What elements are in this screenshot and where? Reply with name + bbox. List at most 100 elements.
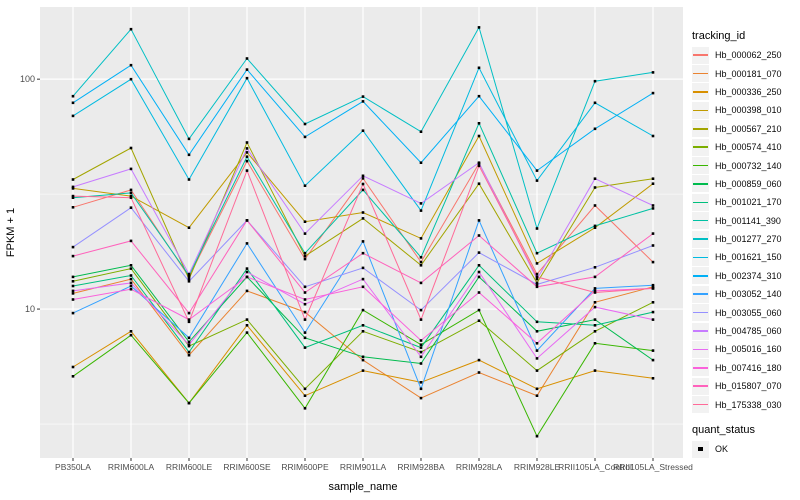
legend-key-line	[693, 385, 708, 387]
data-point	[593, 226, 597, 229]
x-tick-label: RRIM600LA	[108, 462, 155, 472]
data-point	[535, 277, 539, 281]
data-point	[303, 331, 307, 334]
legend-key-line	[693, 275, 708, 277]
data-point	[361, 188, 365, 192]
data-point	[535, 262, 539, 265]
legend-key-line	[693, 127, 708, 130]
data-point	[303, 336, 307, 340]
x-tick-label: RRIM928BA	[397, 462, 445, 472]
data-point	[593, 224, 597, 228]
legend-title-tracking-id: tracking_id	[692, 30, 746, 42]
x-tick-label: RRIM928LE	[514, 462, 561, 472]
legend-title-quant-status: quant_status	[692, 423, 755, 436]
data-point	[303, 394, 307, 397]
data-point	[361, 174, 365, 178]
data-point	[535, 357, 539, 360]
data-point	[303, 302, 307, 306]
data-point	[593, 291, 597, 294]
legend-key-swatch	[692, 83, 709, 101]
data-point	[477, 134, 481, 138]
data-point	[129, 206, 133, 209]
data-point	[129, 274, 133, 277]
data-point	[419, 355, 423, 359]
legend-key-line	[693, 109, 708, 112]
data-point	[419, 237, 423, 240]
legend-key-line	[693, 311, 708, 314]
legend-item-Hb_000336_250: Hb_000336_250	[692, 83, 798, 101]
data-point	[71, 185, 75, 189]
data-point	[245, 159, 249, 163]
legend-item-Hb_001141_390: Hb_001141_390	[692, 212, 798, 230]
legend-item-Hb_005016_160: Hb_005016_160	[692, 340, 798, 358]
legend-key-swatch	[692, 157, 709, 175]
legend-item-label: Hb_000062_250	[715, 50, 782, 61]
legend-key-line	[693, 348, 708, 351]
x-tick-label: RRIM600PE	[281, 462, 329, 472]
data-point	[303, 298, 307, 301]
data-point	[129, 194, 133, 198]
data-point	[651, 283, 655, 287]
x-tick-label: RRIM600SE	[223, 462, 271, 472]
data-point	[535, 434, 539, 438]
data-point	[651, 232, 655, 235]
legend: tracking_id Hb_000062_250 Hb_000181_070 Hb…	[692, 30, 798, 458]
legend-item-label: Hb_002374_310	[715, 270, 782, 281]
data-point	[245, 155, 249, 158]
data-point	[71, 375, 75, 378]
data-point	[535, 285, 539, 289]
data-point	[419, 362, 423, 365]
legend-item-Hb_000181_070: Hb_000181_070	[692, 64, 798, 83]
data-point	[129, 281, 133, 285]
data-point	[129, 333, 133, 337]
legend-key-swatch	[692, 285, 709, 303]
data-point	[419, 256, 423, 259]
data-point	[651, 260, 655, 264]
data-point	[651, 91, 655, 95]
data-point	[535, 394, 539, 397]
data-point	[593, 79, 597, 83]
legend-key-line	[693, 146, 708, 148]
data-point	[477, 161, 481, 164]
data-point	[71, 178, 75, 181]
data-point	[71, 206, 75, 209]
data-point	[477, 275, 481, 279]
data-point	[361, 324, 365, 327]
data-point	[361, 330, 365, 333]
x-tick-label: RRII105LA_Stressed	[613, 462, 693, 472]
x-axis-title: sample_name	[328, 481, 397, 493]
legend-key-swatch	[692, 65, 709, 83]
data-point	[187, 320, 191, 324]
legend-item-label: OK	[715, 444, 729, 454]
data-point	[651, 182, 655, 185]
legend-key-swatch	[692, 440, 709, 458]
legend-item-Hb_000398_010: Hb_000398_010	[692, 101, 798, 119]
legend-item-Hb_003055_060: Hb_003055_060	[692, 303, 798, 322]
data-point	[535, 369, 539, 372]
legend-key-swatch	[692, 230, 709, 248]
data-point	[129, 267, 133, 270]
data-point	[303, 291, 307, 294]
data-point	[535, 179, 539, 182]
data-point	[71, 254, 75, 258]
data-point	[187, 318, 191, 321]
legend-key-swatch	[692, 359, 709, 377]
data-point	[71, 289, 75, 293]
legend-item-label: Hb_000398_010	[715, 105, 782, 116]
data-point	[187, 280, 191, 283]
data-point	[361, 285, 365, 289]
legend-item-Hb_000567_210: Hb_000567_210	[692, 120, 798, 138]
legend-item-Hb_001021_170: Hb_001021_170	[692, 193, 798, 211]
data-point	[651, 318, 655, 321]
data-point	[593, 305, 597, 309]
legend-item-label: Hb_001621_150	[715, 252, 782, 263]
data-point	[187, 275, 191, 279]
legend-item-Hb_001621_150: Hb_001621_150	[692, 248, 798, 266]
legend-item-label: Hb_004785_060	[715, 326, 782, 337]
data-point	[303, 220, 307, 223]
legend-key-line	[693, 183, 708, 185]
data-point	[71, 101, 75, 105]
legend-key-line	[693, 330, 708, 332]
legend-key-line	[693, 238, 708, 240]
data-point	[71, 311, 75, 315]
